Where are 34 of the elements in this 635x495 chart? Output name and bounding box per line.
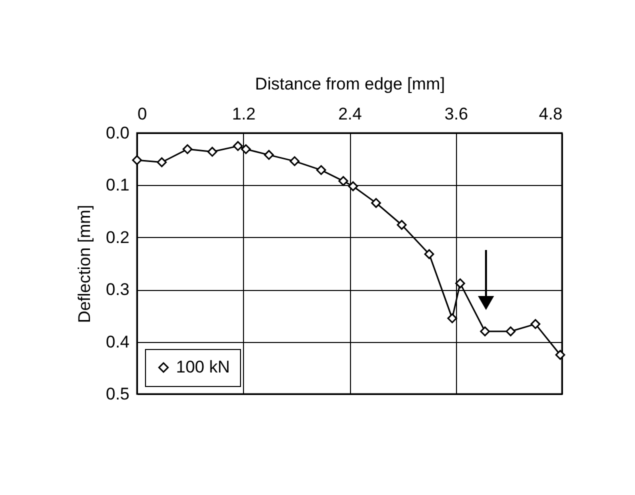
point	[424, 249, 434, 260]
x-tick-label: 4.8	[538, 104, 562, 124]
point	[555, 350, 566, 360]
point	[290, 156, 300, 166]
point	[264, 150, 274, 160]
x-tick-label: 3.6	[444, 104, 468, 124]
point	[348, 181, 358, 192]
x-tick-label: 1.2	[232, 104, 256, 124]
point	[132, 155, 142, 166]
point	[240, 144, 251, 154]
point	[480, 326, 490, 336]
point	[338, 176, 348, 186]
point	[233, 141, 243, 151]
point	[156, 157, 167, 168]
point	[207, 146, 218, 157]
y-axis-title: Deflection [mm]	[74, 204, 94, 324]
point	[396, 220, 407, 230]
x-axis-title: Distance from edge [mm]	[255, 74, 445, 94]
y-tick-label: 0.0	[106, 124, 130, 142]
y-tick-label: 0.5	[106, 384, 130, 404]
point	[316, 165, 326, 175]
y-tick-label: 0.3	[106, 280, 130, 300]
y-tick-label: 0.2	[106, 228, 130, 247]
legend-label: 100 kN	[176, 358, 230, 376]
point	[371, 198, 381, 208]
x-tick-label: 2.4	[338, 104, 362, 124]
point	[530, 319, 540, 329]
y-tick-label: 0.4	[106, 332, 130, 352]
point	[506, 326, 516, 336]
y-tick-label: 0.1	[106, 176, 130, 195]
point	[447, 313, 458, 324]
x-tick-label: 0	[138, 104, 147, 124]
point	[182, 144, 192, 154]
point	[455, 278, 466, 288]
